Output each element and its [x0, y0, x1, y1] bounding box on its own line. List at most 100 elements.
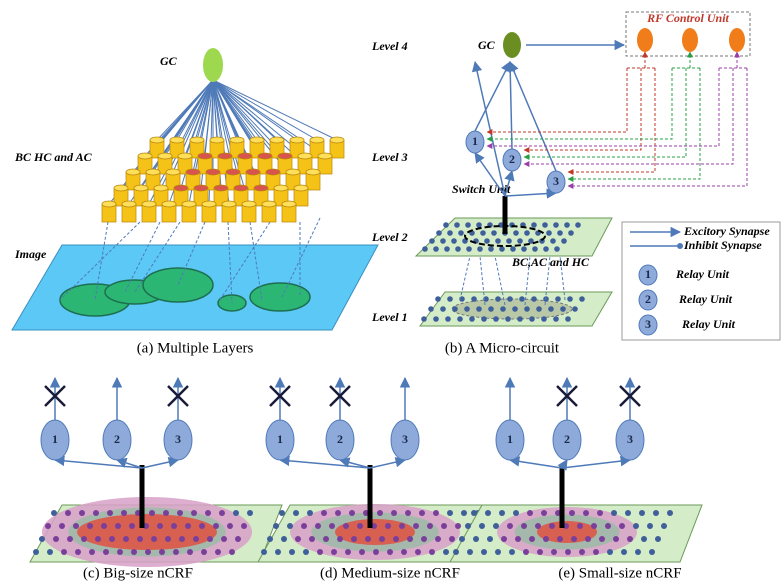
level-label: Level 1	[371, 310, 408, 324]
projection	[59, 221, 141, 301]
cell-dot	[79, 510, 85, 516]
cell-dot	[428, 306, 434, 312]
relay-number: 3	[553, 174, 559, 188]
relay-unit	[102, 419, 132, 461]
cell-dot	[33, 549, 39, 555]
cell-top	[173, 184, 189, 192]
cell-dot	[477, 246, 483, 252]
cell-dot	[495, 238, 501, 244]
cell-dot	[577, 523, 583, 529]
rf-unit	[729, 28, 745, 52]
block-mark	[269, 385, 291, 407]
cell-dot	[585, 536, 591, 542]
cell-dot	[287, 523, 293, 529]
cell-dot	[47, 549, 53, 555]
cell-dot	[81, 536, 87, 542]
cell-dot	[627, 536, 633, 542]
relay-number: 1	[52, 432, 58, 446]
cell-dot	[373, 549, 379, 555]
cell-dot	[567, 296, 573, 302]
cell-dot	[335, 510, 341, 516]
cell-dot	[548, 306, 554, 312]
caption: (b) A Micro-circuit	[445, 340, 560, 356]
cell-dot	[529, 316, 535, 322]
cell-dot	[123, 536, 129, 542]
cell-dot	[321, 510, 327, 516]
projection	[219, 221, 271, 301]
relay-unit	[40, 419, 70, 461]
cell-dot	[433, 316, 439, 322]
projection	[124, 221, 161, 293]
cell-dot	[422, 246, 428, 252]
cell-top	[249, 136, 265, 144]
excitory	[508, 61, 557, 172]
block-mark	[619, 385, 641, 407]
cell-top	[141, 200, 157, 208]
cell-dot	[433, 510, 439, 516]
cell-dot	[560, 306, 566, 312]
cell-dot	[575, 222, 581, 228]
cell-dot	[633, 523, 639, 529]
cell-dot	[145, 549, 151, 555]
cell-dot	[163, 510, 169, 516]
cell-dot	[641, 536, 647, 542]
cell-top	[293, 184, 309, 192]
cell-dot	[393, 536, 399, 542]
block-mark	[44, 385, 66, 407]
cell-dot	[517, 316, 523, 322]
cell-dot	[500, 306, 506, 312]
cell-dot	[571, 536, 577, 542]
cell-dot	[519, 296, 525, 302]
cell-dot	[51, 510, 57, 516]
cell-top	[125, 168, 141, 176]
cell-dot	[553, 222, 559, 228]
cell-dot	[499, 510, 505, 516]
excitory-label: Excitory Synapse	[683, 224, 770, 238]
cell-dot	[507, 296, 513, 302]
cell-top	[285, 168, 301, 176]
cell-dot	[39, 536, 45, 542]
projection	[494, 255, 506, 306]
branch	[115, 457, 143, 469]
layer2-label: BC,AC and HC	[511, 255, 590, 269]
receptive-field	[249, 282, 311, 312]
cell-dot	[173, 549, 179, 555]
cell-dot	[73, 523, 79, 529]
cell-dot	[537, 549, 543, 555]
cell-dot	[531, 222, 537, 228]
relay-number: 2	[564, 432, 570, 446]
cell-dot	[407, 536, 413, 542]
cell-dot	[480, 230, 486, 236]
cell-dot	[443, 222, 449, 228]
cell-dot	[391, 510, 397, 516]
cell-dot	[565, 549, 571, 555]
rf-link	[486, 68, 673, 142]
cell-top	[253, 184, 269, 192]
cell-dot	[619, 523, 625, 529]
relay-unit	[265, 419, 295, 461]
cell-dot	[649, 549, 655, 555]
cell-dot	[495, 549, 501, 555]
cell-dot	[241, 523, 247, 529]
cell-dot	[501, 536, 507, 542]
rf-link	[523, 68, 687, 160]
cell-dot	[419, 510, 425, 516]
cell-dot	[151, 536, 157, 542]
cell-dot	[485, 510, 491, 516]
cell-dot	[359, 549, 365, 555]
cell-top	[257, 152, 273, 160]
relay-number: 1	[645, 267, 651, 281]
cell-dot	[281, 536, 287, 542]
cell-dot	[458, 230, 464, 236]
cell-dot	[75, 549, 81, 555]
projection	[134, 221, 181, 293]
cell-dot	[655, 536, 661, 542]
cell-dot	[275, 549, 281, 555]
cell-dot	[59, 523, 65, 529]
cell-dot	[95, 536, 101, 542]
cell-dot	[513, 230, 519, 236]
cell-dot	[115, 523, 121, 529]
cell-dot	[295, 536, 301, 542]
relay-number: 2	[114, 432, 120, 446]
rf-link	[567, 68, 656, 175]
